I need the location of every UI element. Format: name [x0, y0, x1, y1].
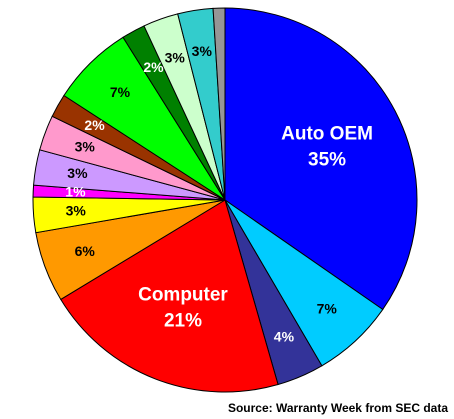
value-label: 7% [110, 84, 131, 100]
value-label: 2% [143, 59, 164, 75]
pie-slice [224, 7, 418, 311]
value-label: 7% [317, 301, 338, 317]
value-label: 4% [274, 328, 295, 344]
value-label: 35% [308, 150, 346, 171]
value-label: 6% [75, 243, 96, 259]
value-label: 1% [65, 184, 86, 200]
pie-slice [212, 7, 226, 201]
value-label: 3% [67, 165, 88, 181]
value-label: 21% [164, 310, 202, 331]
category-label: Computer [138, 284, 228, 305]
value-label: 3% [75, 138, 96, 154]
value-label: 3% [165, 50, 186, 66]
labels: Auto OEM35%7%4%Computer21%6%3%1%3%3%2%7%… [65, 43, 373, 345]
pie [32, 7, 418, 393]
pie-slice [60, 199, 279, 393]
source-note: Source: Warranty Week from SEC data [228, 401, 448, 415]
value-label: 3% [66, 202, 87, 218]
category-label: Auto OEM [281, 124, 373, 145]
value-label: 3% [192, 43, 213, 59]
value-label: 2% [84, 117, 105, 133]
